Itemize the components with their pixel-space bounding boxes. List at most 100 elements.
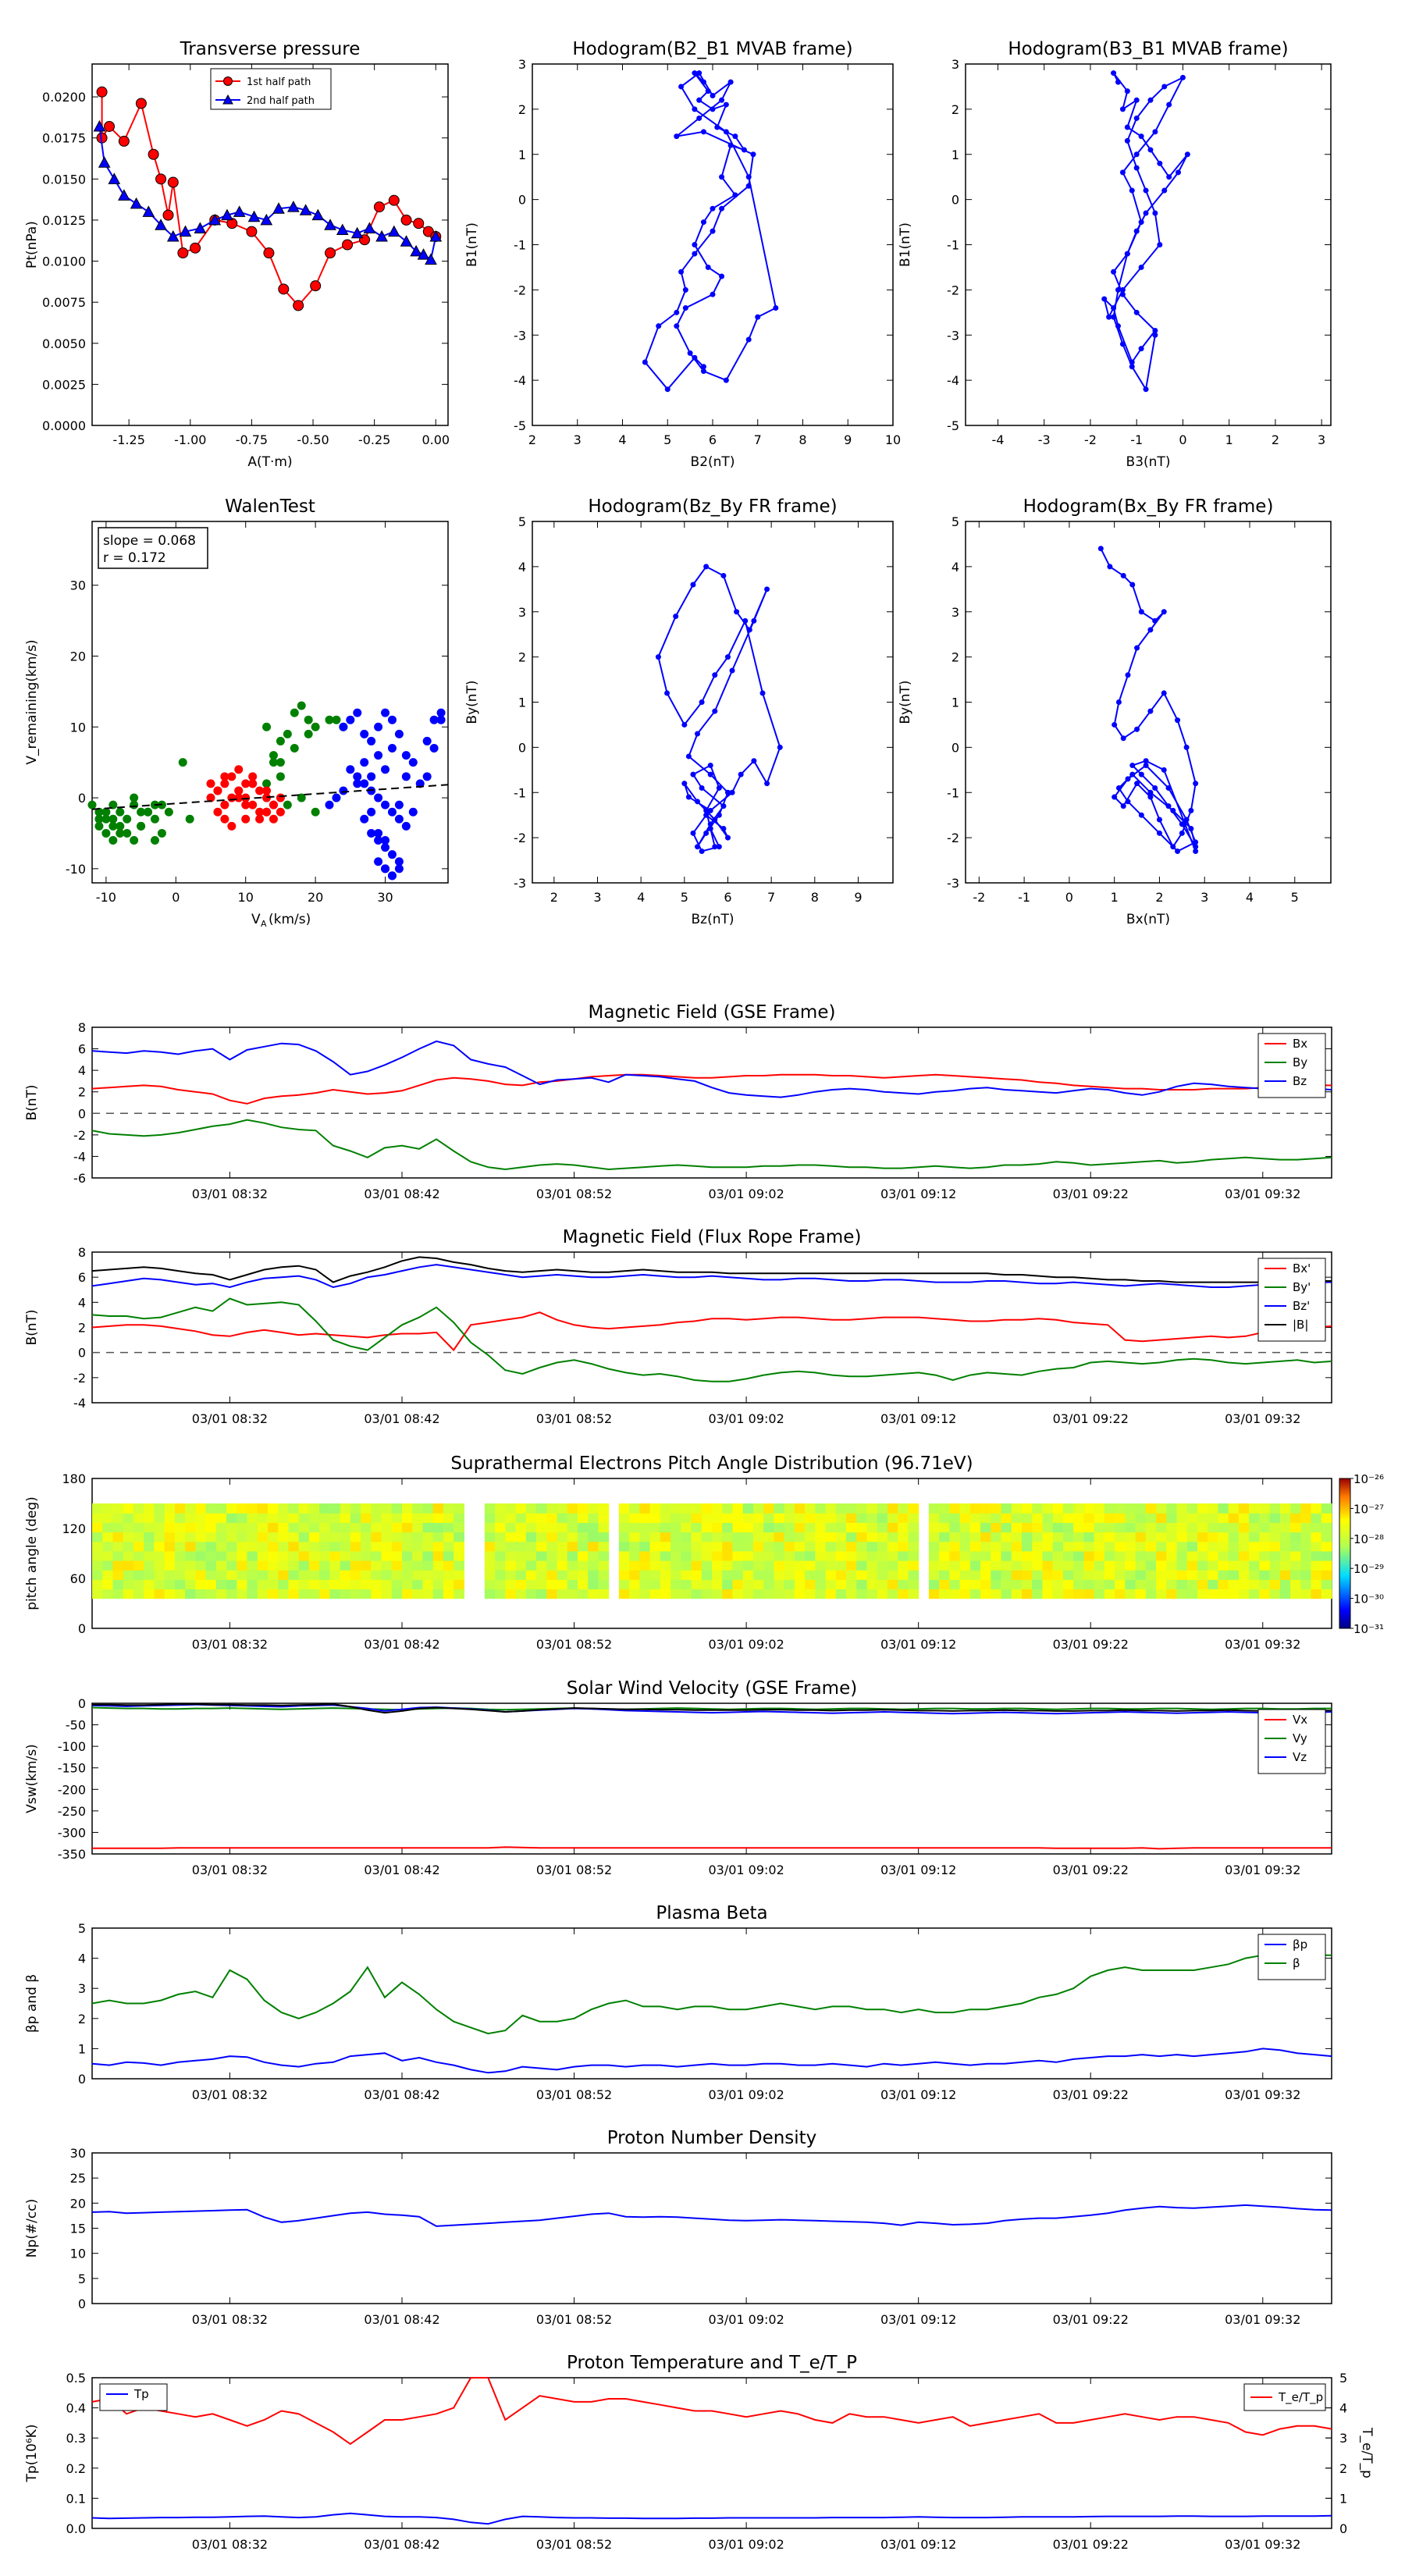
heatmap-cell	[763, 1579, 774, 1590]
heatmap-cell	[1166, 1560, 1178, 1571]
y-tick-label: -4	[514, 373, 526, 388]
x-axis-label: Bz(nT)	[691, 912, 734, 927]
legend-entry: Vz	[1293, 1750, 1307, 1764]
heatmap-cell	[712, 1532, 723, 1542]
walen-point	[332, 793, 341, 802]
heatmap-cell	[877, 1589, 888, 1599]
data-point-triangle	[363, 222, 376, 233]
data-point-circle	[413, 218, 425, 229]
heatmap-cell	[1197, 1589, 1208, 1599]
heatmap-cell	[443, 1579, 454, 1590]
hodogram-point	[1152, 210, 1158, 216]
heatmap-cell	[329, 1579, 341, 1590]
heatmap-cell	[815, 1589, 827, 1599]
y-tick-label: -2	[514, 831, 526, 845]
heatmap-cell	[350, 1560, 361, 1571]
hodogram-point	[1097, 546, 1104, 552]
hodogram-point	[1193, 839, 1199, 845]
heatmap-cell	[1094, 1522, 1105, 1533]
heatmap-cell	[732, 1560, 744, 1571]
heatmap-cell	[144, 1589, 155, 1599]
heatmap-cell	[660, 1541, 671, 1552]
heatmap-cell	[422, 1589, 434, 1599]
y-tick-label: 1	[951, 696, 959, 710]
hodogram-point	[685, 794, 692, 800]
heatmap-cell	[856, 1522, 868, 1533]
walen-point	[206, 779, 215, 788]
heatmap-cell	[835, 1579, 847, 1590]
heatmap-cell	[588, 1541, 599, 1552]
data-point-triangle	[400, 235, 413, 247]
heatmap-cell	[412, 1541, 424, 1552]
heatmap-cell	[92, 1570, 103, 1580]
magnetic-field-flux-rope-panel: Magnetic Field (Flux Rope Frame)03/01 08…	[24, 1227, 1332, 1426]
heatmap-cell	[774, 1513, 785, 1523]
hodogram-point	[1111, 305, 1117, 311]
heatmap-cell	[1115, 1513, 1126, 1523]
chart-title: Solar Wind Velocity (GSE Frame)	[567, 1678, 857, 1699]
hodogram-point	[727, 79, 734, 85]
heatmap-cell	[102, 1532, 114, 1542]
heatmap-cell	[1228, 1570, 1240, 1580]
heatmap-cell	[980, 1513, 991, 1523]
heatmap-cell	[991, 1579, 1002, 1590]
heatmap-cell	[1208, 1513, 1219, 1523]
heatmap-cell	[546, 1532, 558, 1542]
heatmap-cell	[361, 1550, 372, 1561]
heatmap-cell	[1125, 1589, 1136, 1599]
heatmap-cell	[1238, 1589, 1250, 1599]
heatmap-cell	[226, 1503, 237, 1514]
heatmap-cell	[443, 1503, 454, 1514]
heatmap-cell	[185, 1570, 196, 1580]
heatmap-cell	[1011, 1570, 1023, 1580]
heatmap-cell	[1135, 1589, 1147, 1599]
x-tick-label: 4	[1246, 890, 1254, 905]
colorbar-tick-label: 10⁻²⁹	[1353, 1562, 1384, 1576]
heatmap-cell	[866, 1513, 878, 1523]
hodogram-point	[1193, 781, 1199, 787]
y-tick-label: 0	[78, 1346, 86, 1361]
heatmap-cell	[908, 1570, 919, 1580]
heatmap-cell	[257, 1522, 269, 1533]
heatmap-cell	[928, 1532, 940, 1542]
time-tick-label: 03/01 09:32	[1225, 1863, 1300, 1877]
y-tick-label: -1	[947, 238, 959, 253]
heatmap-cell	[154, 1541, 165, 1552]
heatmap-cell	[567, 1513, 578, 1523]
heatmap-cell	[1022, 1560, 1033, 1571]
heatmap-cell	[1032, 1503, 1044, 1514]
x-axis-label: B3(nT)	[1126, 454, 1171, 470]
heatmap-cell	[205, 1532, 217, 1542]
hodogram-point	[1147, 708, 1154, 714]
heatmap-cell	[402, 1513, 413, 1523]
walen-point	[283, 729, 292, 738]
hodogram-point	[692, 242, 698, 247]
heatmap-cell	[247, 1570, 258, 1580]
hodogram-point	[745, 336, 752, 343]
hodogram-point	[707, 763, 713, 769]
heatmap-cell	[557, 1560, 568, 1571]
hodogram-point	[1134, 645, 1140, 651]
heatmap-cell	[588, 1503, 599, 1514]
heatmap-cell	[525, 1560, 537, 1571]
heatmap-cell	[361, 1532, 372, 1542]
heatmap-cell	[939, 1579, 950, 1590]
heatmap-cell	[361, 1513, 372, 1523]
hodogram-point	[734, 609, 740, 615]
y-axis-label: Pt(nPa)	[24, 221, 40, 269]
hodogram-point	[707, 826, 713, 832]
heatmap-cell	[742, 1541, 754, 1552]
walen-point	[394, 800, 404, 809]
heatmap-cell	[288, 1550, 300, 1561]
y-tick-label: 2	[78, 2012, 86, 2026]
heatmap-cell	[1166, 1522, 1178, 1533]
walen-point	[387, 744, 397, 753]
heatmap-cell	[505, 1541, 517, 1552]
hodogram-point	[1143, 763, 1149, 769]
data-point-circle	[162, 209, 174, 221]
heatmap-cell	[144, 1579, 155, 1590]
heatmap-cell	[846, 1589, 857, 1599]
heatmap-cell	[1001, 1550, 1012, 1561]
